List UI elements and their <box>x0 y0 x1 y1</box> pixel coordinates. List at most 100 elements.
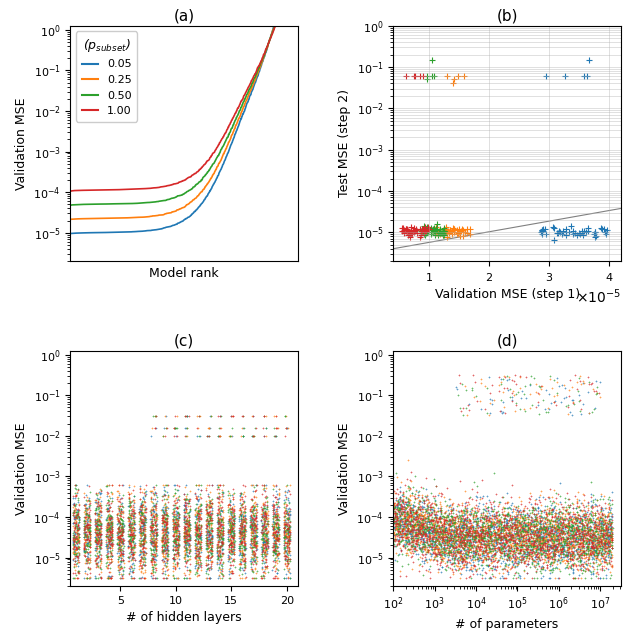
Point <box>605 505 615 515</box>
Point <box>73 533 83 544</box>
Point <box>108 539 118 549</box>
Point <box>93 537 104 547</box>
Point <box>445 494 455 504</box>
Point <box>464 545 474 556</box>
Point <box>413 527 424 537</box>
Point <box>74 566 84 576</box>
Point <box>433 535 444 545</box>
Point <box>428 532 438 542</box>
Point <box>518 547 529 558</box>
Point <box>553 499 563 509</box>
Point <box>541 511 552 521</box>
Point <box>476 524 486 535</box>
Point <box>413 560 424 571</box>
Point <box>603 531 613 541</box>
Point <box>207 509 217 519</box>
Point <box>70 522 80 532</box>
Point <box>446 507 456 518</box>
Point <box>470 531 480 541</box>
Point <box>400 497 410 507</box>
Point <box>449 537 460 547</box>
Point <box>452 531 463 541</box>
Point <box>140 565 150 575</box>
Point <box>195 543 205 553</box>
Point <box>106 553 116 564</box>
Point <box>477 545 488 556</box>
Point <box>495 542 505 552</box>
Point <box>521 540 531 551</box>
Point <box>433 564 443 574</box>
Point <box>157 533 168 544</box>
Point <box>396 565 406 576</box>
Point <box>172 503 182 513</box>
Point <box>262 504 272 515</box>
Point <box>582 549 592 560</box>
Point <box>572 522 582 532</box>
Point <box>457 536 467 547</box>
Point <box>140 547 150 557</box>
Point <box>531 379 541 390</box>
Point <box>467 484 477 494</box>
Point <box>138 521 148 531</box>
Point <box>453 536 463 547</box>
Point <box>579 511 589 521</box>
Point <box>138 545 148 556</box>
Point <box>151 527 161 538</box>
Point <box>572 496 582 506</box>
Point <box>474 535 484 545</box>
Point <box>586 515 596 525</box>
Point <box>477 511 488 522</box>
Point <box>239 558 250 568</box>
Point <box>259 520 269 531</box>
Point <box>472 540 483 550</box>
Point <box>116 536 127 547</box>
Point <box>102 573 113 583</box>
Point <box>284 531 294 541</box>
Point <box>456 540 466 550</box>
Point <box>552 530 563 540</box>
Point <box>173 536 183 547</box>
Point <box>228 516 239 526</box>
Point <box>455 519 465 529</box>
Point <box>527 554 537 564</box>
Point <box>135 526 145 536</box>
Point <box>480 545 490 555</box>
Point <box>251 552 261 562</box>
Point <box>605 520 615 531</box>
Point <box>273 490 284 500</box>
Point <box>180 556 190 567</box>
Point <box>529 522 539 532</box>
Point <box>228 504 239 514</box>
Point <box>454 529 465 540</box>
Point <box>214 544 224 554</box>
Point <box>182 554 193 565</box>
Point <box>145 544 156 554</box>
Point <box>532 516 543 526</box>
Point <box>460 531 470 542</box>
Point <box>193 522 204 533</box>
Point <box>490 537 500 547</box>
Point <box>490 532 500 542</box>
Point <box>403 539 413 549</box>
Point <box>432 543 442 553</box>
Point <box>212 518 223 528</box>
Point <box>136 515 147 525</box>
Point <box>171 527 181 537</box>
Point <box>247 527 257 537</box>
Point <box>448 517 458 527</box>
Point <box>79 519 90 529</box>
Point <box>489 538 499 549</box>
Point <box>594 540 604 550</box>
Point <box>496 406 506 416</box>
Point <box>426 535 436 545</box>
Point <box>282 540 292 550</box>
Point <box>605 495 615 506</box>
Point <box>568 531 578 542</box>
Point <box>403 523 413 533</box>
Point <box>535 543 545 553</box>
Point <box>227 546 237 556</box>
Point <box>205 533 215 544</box>
Point <box>106 535 116 545</box>
Point <box>600 536 610 547</box>
Point <box>420 506 431 516</box>
